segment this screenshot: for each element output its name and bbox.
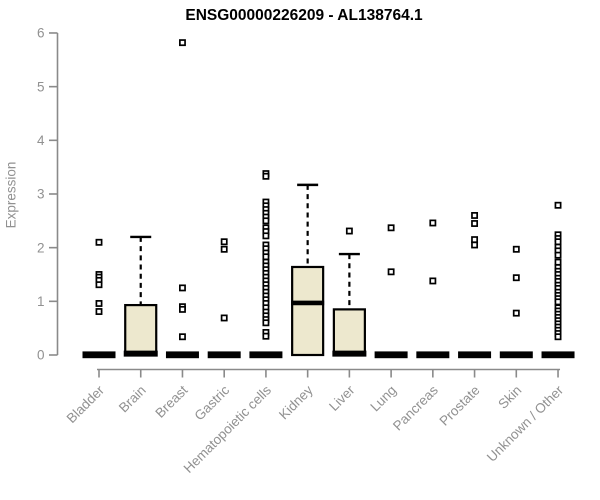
y-tick-label: 1 [37,294,45,309]
outlier-point [471,241,479,249]
outlier-point [554,251,562,259]
outlier-point [179,284,186,292]
zero-bar [249,351,283,359]
x-tick-label: Pancreas [390,382,441,433]
outlier-point [220,238,228,246]
outlier-point [345,227,353,235]
x-tick-label: Bladder [64,382,108,426]
x-tick-label: Lung [367,383,399,415]
outlier-point [512,245,520,253]
y-tick-label: 4 [37,133,45,148]
zero-bar [416,351,450,359]
zero-bar [541,351,575,359]
zero-bar [207,351,241,359]
outlier-point [262,172,270,180]
outlier-point [554,258,562,266]
outlier-point [179,305,186,313]
x-tick-label: Skin [495,383,524,412]
outlier-point [95,281,103,289]
outlier-point [471,212,479,219]
outlier-point [471,236,479,244]
x-tick-label: Prostate [437,383,483,429]
outlier-point [262,232,270,240]
outlier-point [179,39,186,47]
zero-bar [82,351,116,359]
y-tick-label: 5 [37,79,45,94]
outlier-point [554,238,562,246]
outlier-point [387,224,395,232]
x-tick-label: Gastric [191,382,232,423]
x-tick-label: Breast [152,382,190,420]
outlier-point [95,308,103,315]
outlier-point [387,268,395,276]
box [124,303,158,357]
outlier-point [471,220,479,227]
x-tick-label: Liver [326,382,358,414]
box [291,265,325,357]
y-tick-label: 0 [37,348,45,363]
zero-bar [374,351,408,359]
chart-title: ENSG00000226209 - AL138764.1 [185,7,423,24]
outlier-point [554,333,562,341]
outlier-point [262,217,270,225]
outlier-point [262,332,270,340]
outlier-point [429,277,437,285]
y-tick-label: 2 [37,240,45,255]
outlier-point [554,201,562,209]
outlier-point [179,333,186,341]
outlier-point [554,298,562,306]
outlier-point [512,309,520,317]
outlier-point [429,219,437,227]
outlier-point [262,319,270,327]
x-tick-label: Kidney [276,382,316,422]
y-tick-label: 6 [37,26,45,41]
zero-bar [499,351,533,359]
outlier-point [95,238,103,246]
x-tick-label: Brain [116,383,149,416]
zero-bar [458,351,492,359]
y-tick-label: 3 [37,187,45,202]
box [332,308,366,357]
outlier-point [220,245,228,253]
outlier-point [512,274,520,282]
x-tick-label: Unknown / Other [484,382,567,465]
outlier-point [95,300,103,307]
outlier-point [220,314,228,322]
zero-bar [165,351,199,359]
outlier-point [262,253,270,261]
